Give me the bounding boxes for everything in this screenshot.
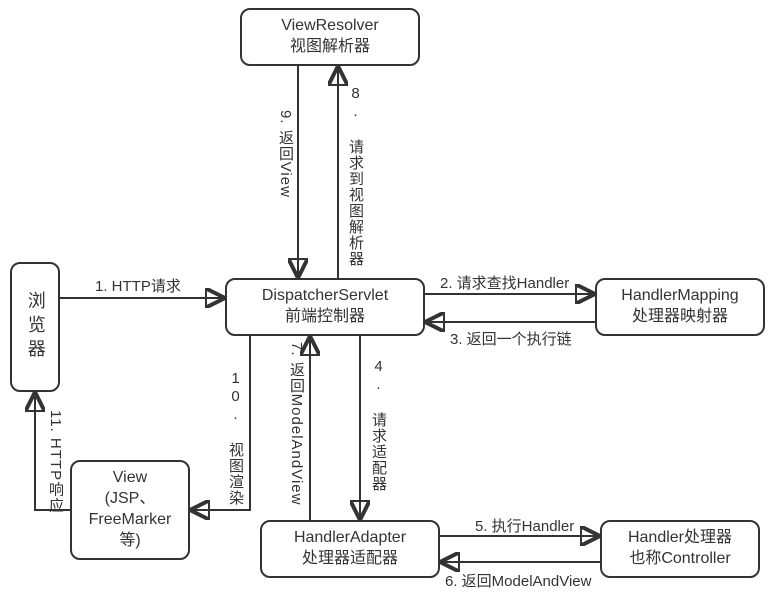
edge-label-10: 10. 视图渲染 bbox=[225, 370, 246, 506]
node-title: View bbox=[113, 468, 147, 489]
node-view: View (JSP、 FreeMarker 等) bbox=[70, 460, 190, 560]
node-title: HandlerMapping bbox=[621, 286, 738, 307]
edge-label-1: 1. HTTP请求 bbox=[95, 275, 181, 296]
edge-label-3: 3. 返回一个执行链 bbox=[450, 328, 572, 349]
edge-label-9: 9. 返回View bbox=[275, 110, 296, 198]
node-browser: 浏览器 bbox=[10, 262, 60, 392]
node-title: Handler处理器 bbox=[628, 528, 732, 549]
edge-label-8: 8. 请求到视图解析器 bbox=[345, 85, 366, 267]
node-title: 浏览器 bbox=[23, 291, 46, 363]
node-title: HandlerAdapter bbox=[294, 528, 406, 549]
edge-label-7: 7. 返回ModelAndView bbox=[286, 342, 307, 505]
edge-label-4: 4. 请求适配器 bbox=[368, 358, 389, 492]
edge-label-2: 2. 请求查找Handler bbox=[440, 272, 569, 293]
node-subtitle: 处理器映射器 bbox=[632, 307, 728, 328]
node-subtitle: 前端控制器 bbox=[285, 307, 365, 328]
node-view-resolver: ViewResolver 视图解析器 bbox=[240, 8, 420, 66]
node-subtitle: 处理器适配器 bbox=[302, 549, 398, 570]
node-subtitle: 视图解析器 bbox=[290, 37, 370, 58]
node-title: ViewResolver bbox=[281, 16, 379, 37]
node-handler-controller: Handler处理器 也称Controller bbox=[600, 520, 760, 578]
node-dispatcher-servlet: DispatcherServlet 前端控制器 bbox=[225, 278, 425, 336]
node-subtitle-line: 等) bbox=[119, 531, 140, 552]
edge-label-5: 5. 执行Handler bbox=[475, 515, 574, 536]
node-handler-mapping: HandlerMapping 处理器映射器 bbox=[595, 278, 765, 336]
node-subtitle: 也称Controller bbox=[629, 549, 730, 570]
node-subtitle-line: (JSP、 bbox=[105, 489, 156, 510]
node-handler-adapter: HandlerAdapter 处理器适配器 bbox=[260, 520, 440, 578]
node-title: DispatcherServlet bbox=[262, 286, 388, 307]
node-subtitle-line: FreeMarker bbox=[89, 510, 172, 531]
edge-label-6: 6. 返回ModelAndView bbox=[445, 570, 591, 591]
edge-label-11: 11. HTTP响应 bbox=[45, 410, 66, 513]
